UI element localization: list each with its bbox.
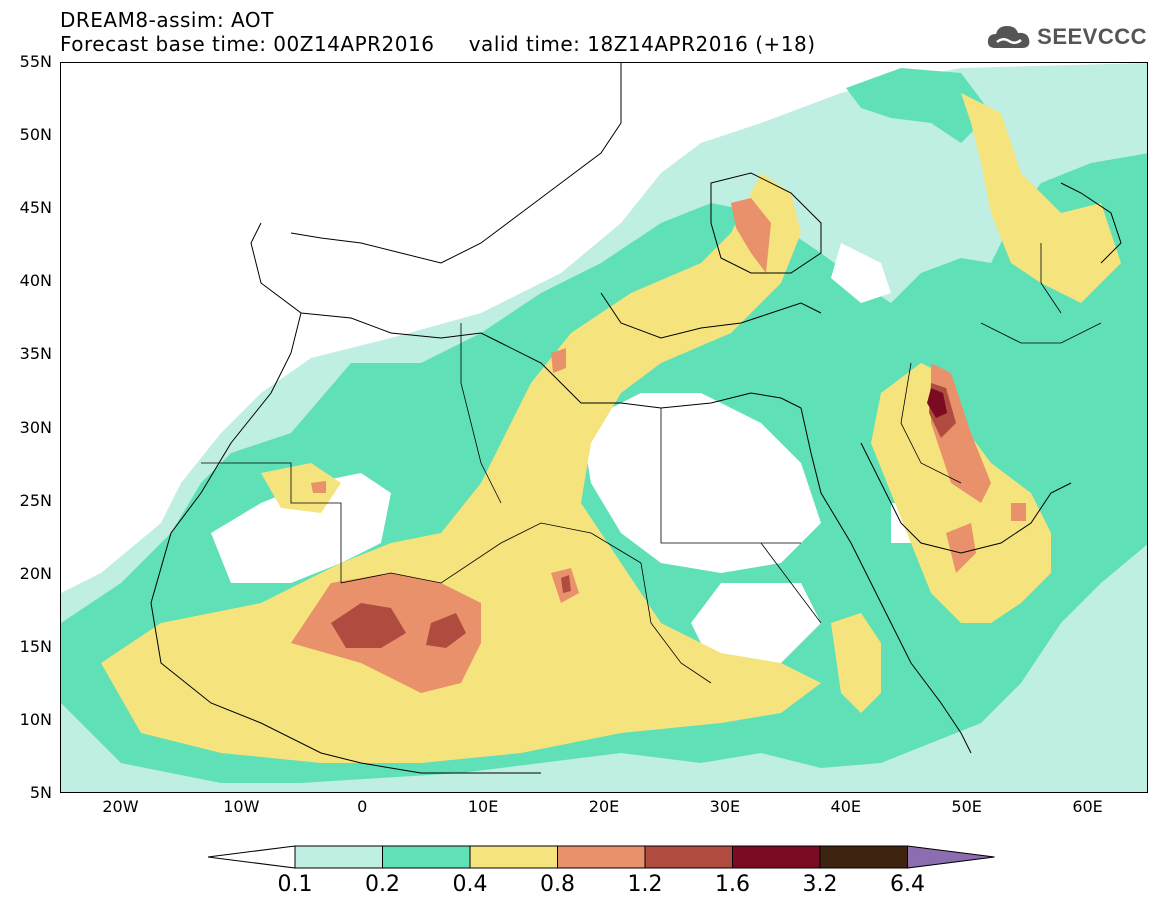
colorbar-tick-label: 1.2	[627, 872, 663, 897]
lat-tick-label: 55N	[19, 52, 52, 71]
lon-tick-label: 10E	[467, 797, 499, 816]
lat-tick-label: 5N	[29, 783, 52, 802]
colorbar-over-arrow	[907, 845, 995, 869]
coastlines	[150, 63, 1122, 774]
colorbar-swatch	[644, 845, 733, 869]
colorbar-swatch	[294, 845, 383, 869]
lat-tick-label: 15N	[19, 636, 52, 656]
lon-tick-label: 30E	[709, 797, 741, 816]
lon-tick-label: 0	[357, 797, 368, 816]
colorbar-swatch	[819, 845, 908, 869]
lon-tick-label: 20W	[102, 797, 139, 816]
colorbar-tick-label: 0.1	[277, 872, 313, 897]
map-title: DREAM8-assim: AOT	[60, 8, 274, 32]
colorbar-tick-label: 0.2	[365, 872, 400, 897]
aot-band-1.6-3.2	[927, 388, 947, 418]
colorbar	[207, 845, 995, 869]
lat-tick-label: 30N	[19, 417, 52, 437]
lat-tick-label: 50N	[19, 125, 52, 145]
colorbar-swatch	[557, 845, 646, 869]
cloud-logo-icon	[988, 26, 1030, 48]
colorbar-under-arrow	[207, 845, 296, 869]
lon-tick-label: 20E	[588, 797, 620, 816]
colorbar-swatch	[469, 845, 558, 869]
lat-tick-label: 45N	[19, 198, 52, 218]
colorbar-swatch	[382, 845, 471, 869]
lat-tick-label: 25N	[19, 490, 52, 510]
forecast-time-subtitle: Forecast base time: 00Z14APR2016 valid t…	[60, 32, 816, 56]
aot-band-0.4-0.8	[101, 93, 1121, 763]
colorbar-swatch	[732, 845, 821, 869]
country-borders	[201, 243, 1102, 684]
colorbar-tick-label: 0.8	[540, 872, 575, 897]
lon-tick-label: 10W	[223, 797, 260, 816]
aot-map	[61, 63, 1147, 792]
lat-tick-label: 20N	[19, 563, 52, 583]
colorbar-tick-label: 6.4	[890, 872, 925, 897]
colorbar-tick-label: 3.2	[802, 872, 838, 897]
lon-tick-label: 50E	[951, 797, 982, 816]
clean-air-areas	[61, 63, 941, 663]
map-panel	[60, 62, 1148, 793]
aot-band-0.8-1.2	[291, 198, 1026, 693]
lon-tick-label: 60E	[1072, 797, 1103, 816]
lat-tick-label: 10N	[19, 709, 52, 729]
colorbar-tick-label: 0.4	[452, 872, 488, 897]
colorbar-tick-label: 1.6	[715, 872, 750, 897]
lat-tick-label: 35N	[19, 344, 52, 364]
lon-tick-label: 40E	[830, 797, 861, 816]
lat-tick-label: 40N	[19, 271, 52, 291]
seevccc-logo: SEEVCCC	[985, 22, 1147, 52]
